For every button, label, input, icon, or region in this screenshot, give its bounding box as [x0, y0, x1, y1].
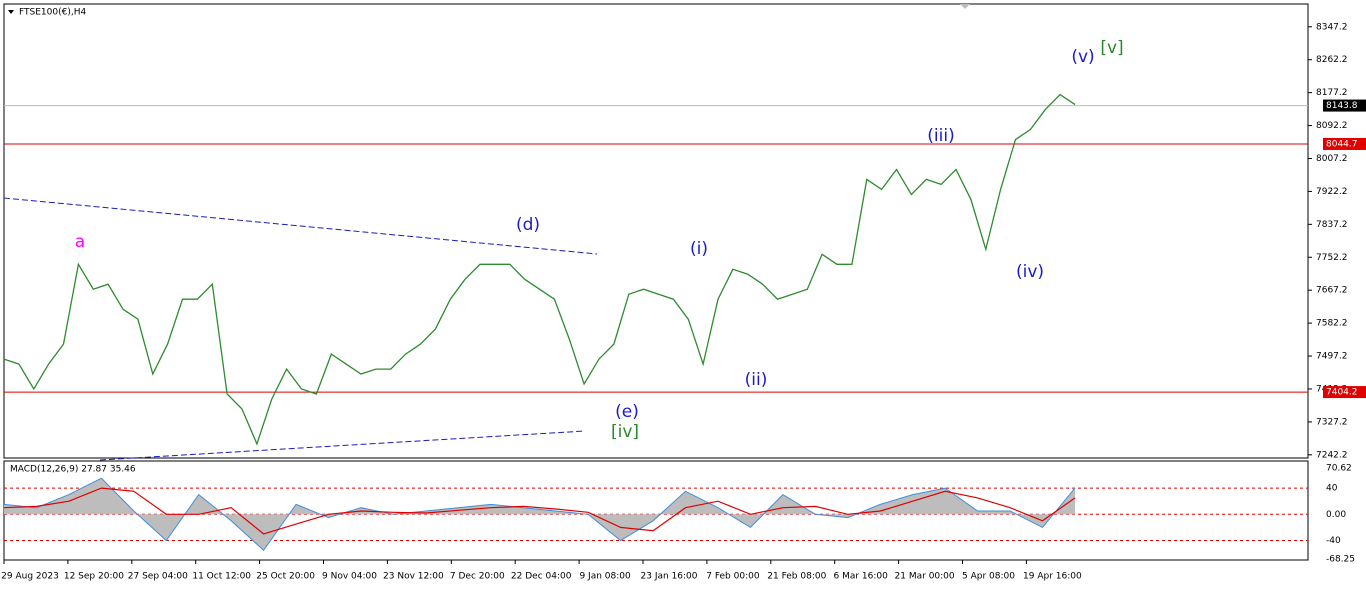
- x-tick-label: 7 Feb 00:00: [706, 572, 760, 582]
- wave-label: (d): [516, 215, 540, 235]
- price-line: [3, 93, 1076, 446]
- macd-line: [3, 477, 1076, 552]
- y-tick-label: 8007.2: [1316, 154, 1348, 164]
- wave-label: (v): [1071, 47, 1094, 67]
- x-tick-label: 5 Apr 08:00: [962, 572, 1015, 582]
- x-tick-label: 7 Dec 20:00: [450, 572, 505, 582]
- x-tick-label: 23 Nov 12:00: [383, 572, 444, 582]
- y-tick-label: 7752.2: [1316, 253, 1348, 263]
- x-tick-label: 9 Nov 04:00: [322, 572, 377, 582]
- shift-marker: [960, 4, 970, 9]
- y-tick-label: 7582.2: [1316, 319, 1348, 329]
- x-tick-label: 12 Sep 20:00: [64, 572, 124, 582]
- y-tick-label: 7497.2: [1316, 352, 1348, 362]
- y-tick-label: 40: [1326, 484, 1338, 494]
- x-tick-label: 27 Sep 04:00: [128, 572, 188, 582]
- level-label: 7404.2: [1326, 388, 1358, 398]
- x-tick-label: 19 Apr 16:00: [1023, 572, 1082, 582]
- y-tick-label: -40: [1326, 536, 1341, 546]
- y-tick-label: 0.00: [1326, 510, 1346, 520]
- current-price-box: [1323, 99, 1366, 112]
- level-label-box: [1323, 386, 1366, 399]
- y-tick-label: -68.25: [1326, 555, 1355, 565]
- menu-arrow: [8, 10, 14, 14]
- x-tick-label: 9 Jan 08:00: [579, 572, 631, 582]
- x-tick-label: 25 Oct 20:00: [256, 572, 315, 582]
- y-tick-label: 8347.2: [1316, 22, 1348, 32]
- y-tick-label: 8262.2: [1316, 55, 1348, 65]
- current-price-label: 8143.8: [1326, 101, 1358, 111]
- level-label: 8044.7: [1326, 139, 1358, 149]
- wave-label: a: [75, 232, 85, 252]
- x-tick-label: 21 Mar 00:00: [895, 572, 955, 582]
- signal-line: [3, 487, 1076, 535]
- x-tick-label: 29 Aug 2023: [1, 572, 59, 582]
- x-tick-label: 23 Jan 16:00: [641, 572, 698, 582]
- x-tick-label: 6 Mar 16:00: [834, 572, 889, 582]
- trendline: [3, 197, 598, 255]
- x-tick-label: 22 Dec 04:00: [511, 572, 572, 582]
- wave-label: (iii): [927, 126, 954, 146]
- y-tick-label: 7837.2: [1316, 220, 1348, 230]
- wave-label: (iv): [1016, 262, 1044, 282]
- y-tick-label: 7922.2: [1316, 187, 1348, 197]
- wave-label: [iv]: [611, 422, 639, 442]
- y-tick-label: 8092.2: [1316, 121, 1348, 131]
- wave-label: (i): [690, 239, 708, 259]
- macd-area: [4, 478, 1075, 551]
- wave-label: (ii): [745, 370, 768, 390]
- y-tick-label: 70.62: [1326, 464, 1352, 474]
- y-tick-label: 7242.2: [1316, 450, 1348, 460]
- y-tick-label: 7667.2: [1316, 286, 1348, 296]
- level-label-box: [1323, 137, 1366, 150]
- x-tick-label: 21 Feb 08:00: [767, 572, 826, 582]
- x-tick-label: 11 Oct 12:00: [192, 572, 251, 582]
- macd-title: MACD(12,26,9) 27.87 35.46: [10, 465, 136, 475]
- wave-label: (e): [615, 402, 639, 422]
- y-tick-label: 8177.2: [1316, 88, 1348, 98]
- price-frame: [3, 3, 1309, 459]
- y-tick-label: 7327.2: [1316, 417, 1348, 427]
- chart-title: FTSE100(€),H4: [19, 8, 86, 18]
- wave-label: [v]: [1100, 38, 1123, 58]
